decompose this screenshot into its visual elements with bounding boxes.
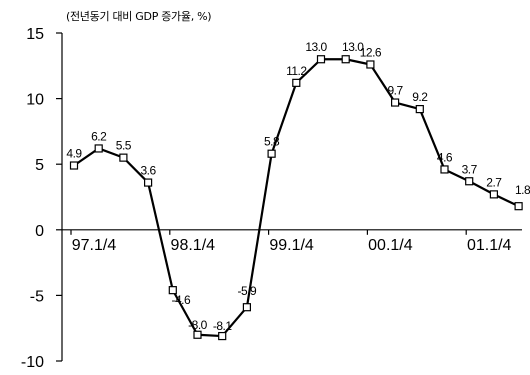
data-point-marker xyxy=(218,331,227,341)
y-tick-label: -10 xyxy=(21,354,44,371)
x-tick-label: 99.1/4 xyxy=(269,237,314,254)
y-tick-label: 0 xyxy=(35,223,44,240)
data-point-marker xyxy=(267,149,276,158)
gdp-growth-series xyxy=(69,55,523,341)
data-label: -5.9 xyxy=(238,284,258,298)
y-tick-label: -5 xyxy=(30,288,44,305)
data-label: 11.2 xyxy=(286,64,307,78)
data-point-marker xyxy=(514,202,523,211)
data-point-marker xyxy=(366,60,375,69)
series-line xyxy=(73,58,520,338)
y-tick-label: 5 xyxy=(35,157,44,174)
data-point-marker xyxy=(144,178,153,187)
data-point-marker xyxy=(341,55,350,64)
data-point-marker xyxy=(242,303,251,312)
data-label: 4.9 xyxy=(66,147,82,161)
data-label: 3.7 xyxy=(462,162,478,176)
data-point-marker xyxy=(168,286,177,295)
data-label: 2.7 xyxy=(486,175,502,189)
y-axis: 15 10 5 0 -5 -10 xyxy=(21,26,63,371)
data-label: 12.6 xyxy=(360,45,382,59)
data-label: 5.5 xyxy=(116,139,132,153)
data-labels: 4.96.25.53.6-4.6-8.0 -8.1-5.95.811.213.0 1… xyxy=(66,40,530,333)
data-point-marker xyxy=(94,144,103,153)
data-label: 4.6 xyxy=(437,150,453,164)
data-point-marker xyxy=(391,98,400,107)
y-tick-label: 15 xyxy=(26,26,44,43)
x-tick-label: 01.1/4 xyxy=(467,237,512,254)
data-label: 1.8 xyxy=(515,183,530,197)
data-point-marker xyxy=(69,161,79,170)
data-label: -8.1 xyxy=(213,319,233,333)
data-label: 13.0 xyxy=(342,40,364,54)
data-point-marker xyxy=(119,153,128,162)
x-tick-label: 00.1/4 xyxy=(368,237,413,254)
data-point-marker xyxy=(193,330,202,339)
data-label: -4.6 xyxy=(171,293,191,307)
x-axis: 97.1/4 98.1/4 99.1/4 00.1/4 01.1/4 xyxy=(62,229,522,254)
data-point-marker xyxy=(316,55,326,64)
data-point-marker xyxy=(440,165,449,174)
data-label: 3.6 xyxy=(141,164,157,178)
data-label: 6.2 xyxy=(91,129,107,143)
data-point-marker xyxy=(292,78,301,87)
x-tick-label: 98.1/4 xyxy=(171,237,216,254)
data-label: 5.8 xyxy=(264,135,280,149)
data-label: 9.7 xyxy=(388,84,404,98)
unit-label: (전년동기 대비 GDP 증가율, %) xyxy=(66,10,211,23)
y-tick-label: 10 xyxy=(26,92,44,109)
data-point-marker xyxy=(465,177,474,186)
data-label: 13.0 xyxy=(305,40,327,54)
x-tick-label: 97.1/4 xyxy=(72,237,117,254)
data-point-marker xyxy=(415,104,424,114)
data-point-marker xyxy=(489,190,498,199)
data-label: 9.2 xyxy=(412,90,428,104)
data-label: -8.0 xyxy=(188,318,208,332)
